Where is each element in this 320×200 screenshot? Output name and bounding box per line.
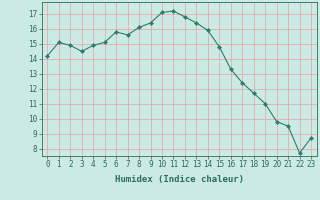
X-axis label: Humidex (Indice chaleur): Humidex (Indice chaleur)	[115, 175, 244, 184]
